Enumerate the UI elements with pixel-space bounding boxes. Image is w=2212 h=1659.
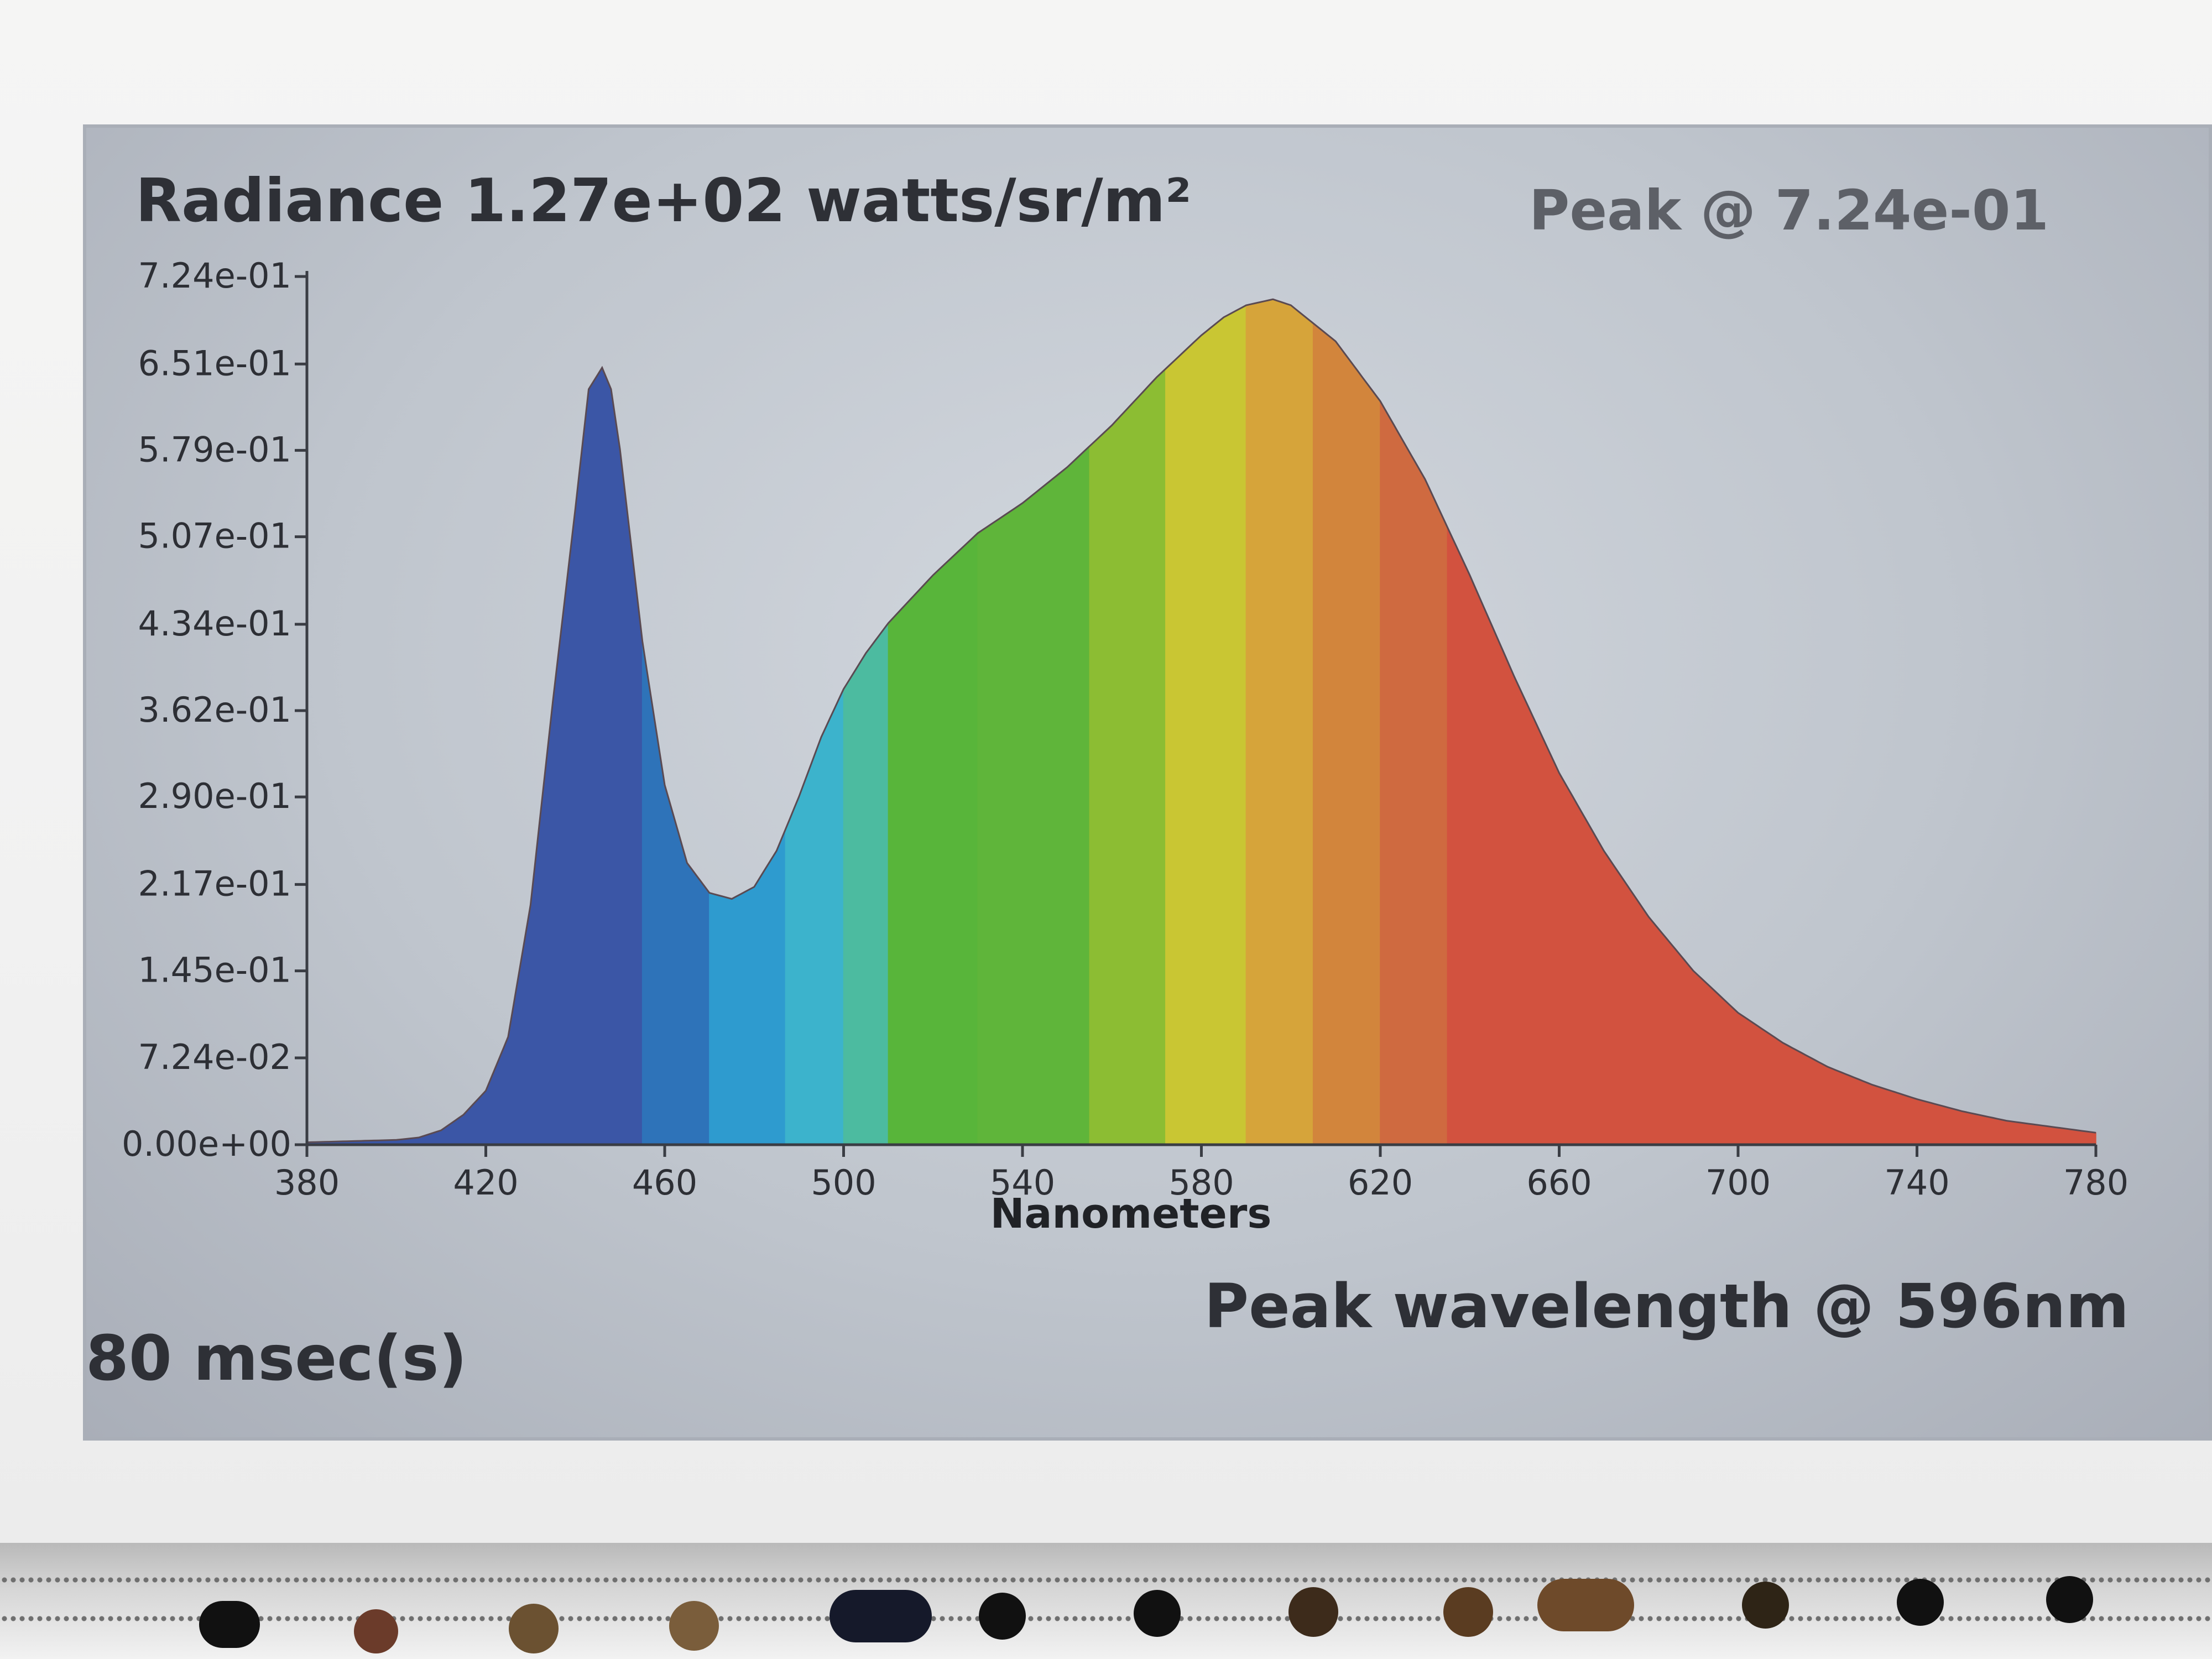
x-axis-label: Nanometers bbox=[990, 1190, 1272, 1238]
binder-hole bbox=[199, 1601, 260, 1648]
x-tick-label: 700 bbox=[1705, 1162, 1771, 1203]
spectrum-band-7 bbox=[1089, 368, 1166, 1145]
binder-hole bbox=[354, 1609, 398, 1653]
spectrum-band-12 bbox=[1447, 526, 2096, 1145]
binder-hole bbox=[830, 1590, 932, 1642]
spectrum-display: Radiance 1.27e+02 watts/sr/m² Peak @ 7.2… bbox=[83, 124, 2212, 1441]
binder-hole bbox=[669, 1601, 719, 1651]
spectrum-band-8 bbox=[1165, 304, 1247, 1145]
y-tick-label: 0.00e+00 bbox=[122, 1124, 291, 1164]
binder-hole bbox=[1742, 1582, 1789, 1629]
binder-hole bbox=[1288, 1587, 1338, 1637]
y-tick-label: 1.45e-01 bbox=[138, 950, 291, 990]
y-tick-label: 5.79e-01 bbox=[138, 429, 291, 469]
spectrum-band-4 bbox=[843, 622, 889, 1145]
x-tick-label: 580 bbox=[1168, 1162, 1234, 1203]
binder-hole bbox=[1537, 1579, 1634, 1631]
x-tick-label: 500 bbox=[811, 1162, 876, 1203]
spectrum-band-3 bbox=[785, 688, 844, 1145]
spectrum-curve bbox=[306, 298, 2096, 1144]
y-tick-label: 5.07e-01 bbox=[138, 516, 291, 556]
perforation-row bbox=[0, 1576, 2212, 1584]
x-axis-ticks: 380 420 460 500 540 580 620 660 700 740 780 bbox=[274, 1145, 2128, 1203]
integration-time-readout: 80 msec(s) bbox=[86, 1323, 467, 1395]
x-tick-label: 540 bbox=[990, 1162, 1055, 1203]
x-tick-label: 780 bbox=[2063, 1162, 2128, 1203]
binder-hole bbox=[509, 1604, 559, 1653]
spectrum-band-0 bbox=[306, 367, 643, 1145]
spectrum-band-9 bbox=[1245, 299, 1314, 1145]
binder-hole bbox=[1897, 1579, 1944, 1626]
y-tick-label: 2.90e-01 bbox=[138, 776, 291, 816]
spectrum-chart: Radiance 1.27e+02 watts/sr/m² Peak @ 7.2… bbox=[86, 166, 2129, 1395]
binder-strip bbox=[0, 1543, 2212, 1659]
binder-hole bbox=[2046, 1576, 2093, 1623]
y-tick-label: 2.17e-01 bbox=[138, 863, 291, 904]
spectrum-band-10 bbox=[1312, 322, 1381, 1145]
spectrum-band-11 bbox=[1380, 399, 1448, 1145]
spectrum-band-2 bbox=[709, 829, 786, 1145]
perforation-row bbox=[0, 1615, 2212, 1623]
spectrum-band-1 bbox=[641, 641, 710, 1145]
y-tick-label: 6.51e-01 bbox=[138, 343, 291, 383]
y-tick-label: 7.24e-01 bbox=[138, 255, 291, 296]
x-tick-label: 620 bbox=[1348, 1162, 1413, 1203]
plot-area: 0.00e+00 7.24e-02 1.45e-01 2.17e-01 2.90e-01… bbox=[122, 255, 2128, 1203]
y-axis-ticks: 0.00e+00 7.24e-02 1.45e-01 2.17e-01 2.90e-01… bbox=[122, 255, 307, 1164]
radiance-readout: Radiance 1.27e+02 watts/sr/m² bbox=[135, 166, 1192, 236]
x-tick-label: 740 bbox=[1884, 1162, 1949, 1203]
spectrum-band-5 bbox=[888, 532, 978, 1145]
peak-wavelength-readout: Peak wavelength @ 596nm bbox=[1204, 1271, 2129, 1342]
x-tick-label: 420 bbox=[453, 1162, 518, 1203]
peak-value-readout: Peak @ 7.24e-01 bbox=[1529, 178, 2049, 243]
x-tick-label: 660 bbox=[1526, 1162, 1592, 1203]
binder-hole bbox=[1443, 1587, 1493, 1637]
x-tick-label: 460 bbox=[632, 1162, 697, 1203]
binder-hole bbox=[979, 1593, 1026, 1640]
y-tick-label: 7.24e-02 bbox=[138, 1037, 291, 1077]
spectrum-fill bbox=[306, 299, 2096, 1145]
y-tick-label: 4.34e-01 bbox=[138, 603, 291, 644]
spectrum-band-6 bbox=[977, 445, 1091, 1145]
binder-hole bbox=[1134, 1590, 1181, 1637]
x-tick-label: 380 bbox=[274, 1162, 340, 1203]
y-tick-label: 3.62e-01 bbox=[138, 690, 291, 730]
